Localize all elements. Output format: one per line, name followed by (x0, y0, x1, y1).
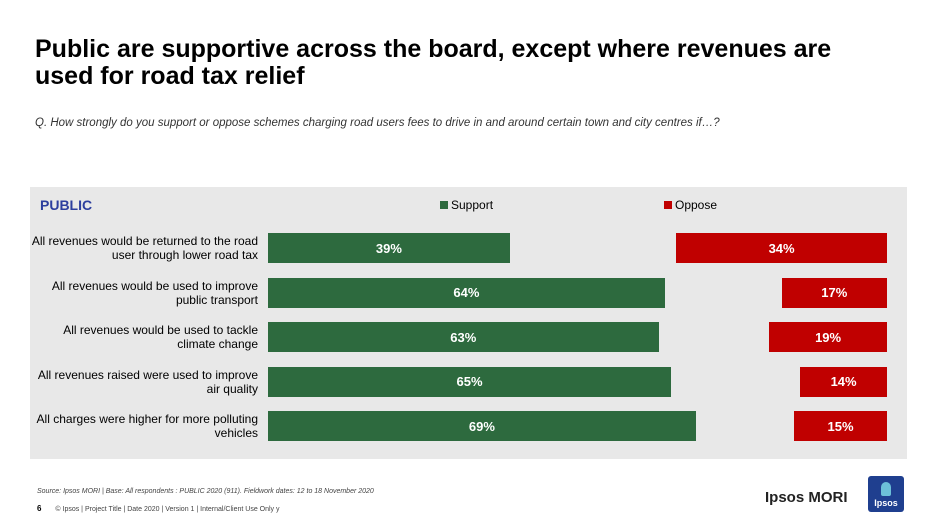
category-label: All revenues would be used to tackle cli… (63, 323, 258, 351)
legend-support-label: Support (451, 198, 494, 212)
brand-name: Ipsos MORI (765, 489, 848, 506)
support-bar: 69% (268, 411, 696, 441)
category-label: All charges were higher for more polluti… (36, 412, 258, 440)
legend-oppose-label: Oppose (675, 198, 718, 212)
oppose-value-label: 15% (827, 418, 854, 434)
legend-oppose: Oppose (664, 198, 717, 212)
footer-source: Source: Ipsos MORI | Base: All responden… (37, 488, 374, 495)
page-title: Public are supportive across the board, … (35, 35, 832, 90)
legend-support-swatch (440, 201, 448, 209)
ipsos-logo: Ipsos (868, 476, 904, 512)
oppose-value-label: 19% (815, 329, 842, 345)
oppose-bar: 14% (800, 366, 887, 397)
support-bar: 65% (268, 366, 671, 397)
support-value-label: 63% (450, 329, 477, 345)
support-bar: 64% (268, 277, 665, 308)
footer-text: © Ipsos | Project Title | Date 2020 | Ve… (55, 506, 280, 513)
oppose-bar: 19% (769, 322, 887, 352)
oppose-value-label: 34% (768, 240, 795, 256)
support-bar: 39% (268, 233, 510, 263)
footer-line: 6 © Ipsos | Project Title | Date 2020 | … (37, 504, 280, 513)
category-label: All revenues raised were used to improve… (37, 367, 258, 396)
oppose-value-label: 17% (821, 285, 848, 300)
page-number: 6 (37, 504, 42, 513)
support-value-label: 65% (456, 374, 483, 389)
oppose-value-label: 14% (830, 374, 857, 389)
support-value-label: 69% (468, 418, 495, 434)
oppose-bar: 17% (781, 277, 887, 308)
support-value-label: 39% (375, 240, 402, 256)
support-value-label: 64% (453, 285, 480, 300)
oppose-bar: 34% (676, 233, 887, 263)
oppose-bar: 15% (794, 411, 887, 441)
panel-label: PUBLIC (40, 197, 93, 213)
logo-mark-icon (881, 482, 891, 496)
legend-oppose-swatch (664, 201, 672, 209)
legend-support: Support (440, 198, 493, 212)
logo-text: Ipsos (874, 498, 898, 508)
support-bar: 63% (268, 322, 659, 352)
category-label: All revenues would be returned to the ro… (31, 234, 258, 262)
category-label: All revenues would be used to improve pu… (51, 278, 258, 307)
question-text: Q. How strongly do you support or oppose… (35, 117, 720, 129)
